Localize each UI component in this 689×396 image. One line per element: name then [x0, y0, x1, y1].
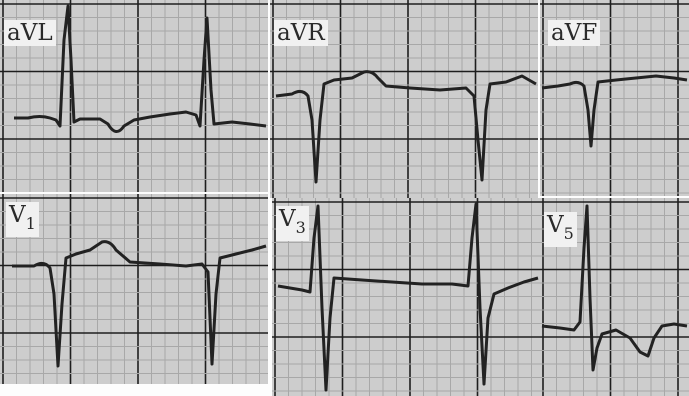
lead-label-avr: aVR [274, 20, 328, 46]
ecg-trace-avl [14, 4, 267, 133]
ecg-trace-v3 [277, 202, 539, 392]
ecg-panel-v5: V5 [540, 198, 689, 396]
ecg-trace-v5 [541, 204, 688, 372]
lead-label-v5: V5 [544, 212, 577, 247]
lead-label-avf: aVF [548, 20, 601, 46]
ecg-strip-v3 [272, 198, 540, 396]
ecg-panel-avf: aVF [540, 0, 689, 196]
ecg-trace-avr [275, 70, 537, 184]
lead-label-v3: V3 [276, 206, 309, 241]
ecg-strip-avl [0, 0, 268, 192]
ecg-trace-v1 [12, 240, 267, 368]
lead-label-avl: aVL [4, 20, 56, 46]
ecg-panel-avl: aVL [0, 0, 268, 192]
ecg-panel-avr: aVR [270, 0, 538, 198]
ecg-strip-v5 [540, 198, 689, 396]
ecg-strip-v1 [0, 194, 268, 384]
ecg-panel-v3: V3 [272, 198, 540, 396]
lead-label-v1: V1 [6, 202, 39, 237]
ecg-panel-v1: V1 [0, 194, 268, 384]
ecg-trace-avf [541, 74, 688, 148]
